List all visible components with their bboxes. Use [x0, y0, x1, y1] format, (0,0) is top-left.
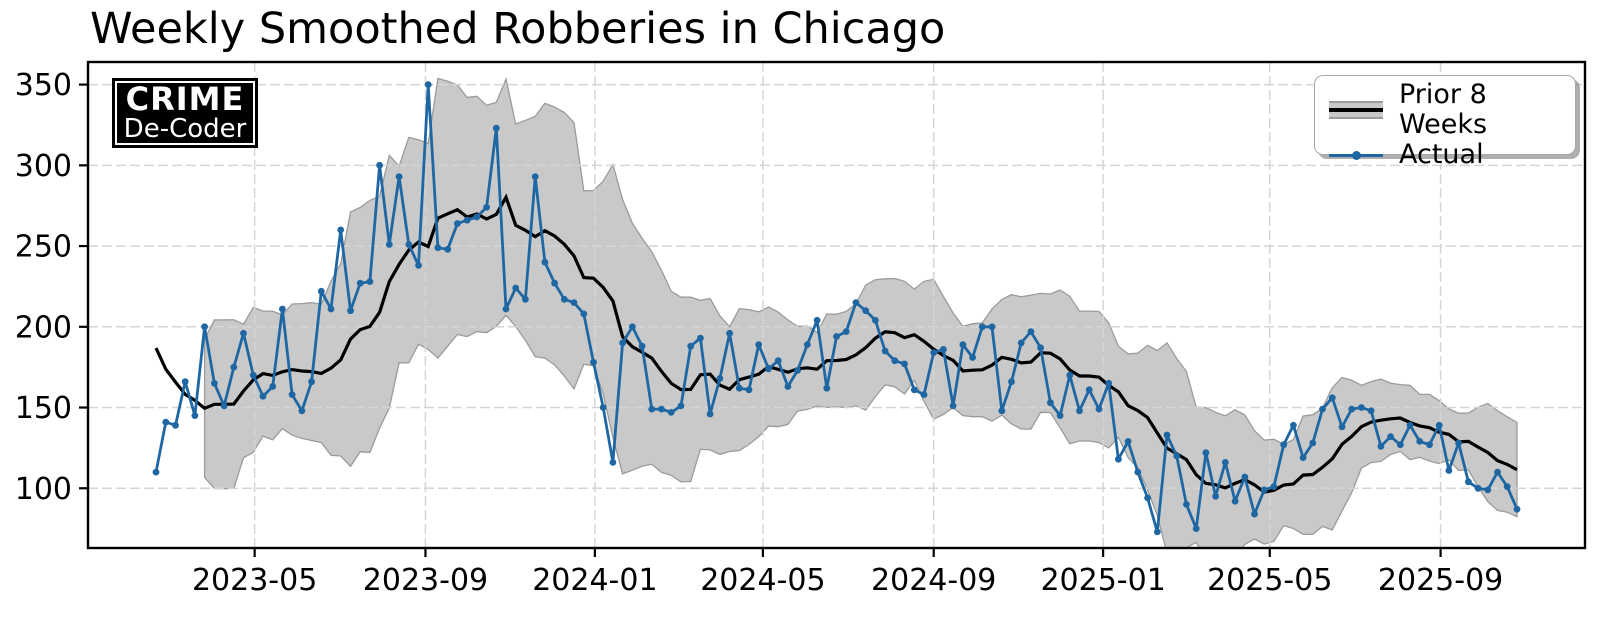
crime-decoder-logo: CRIME De-Coder — [112, 78, 258, 148]
svg-text:2025-01: 2025-01 — [1040, 563, 1165, 598]
logo-text-decoder: De-Coder — [123, 114, 247, 144]
legend: Prior 8 Weeks Actual — [1314, 75, 1576, 170]
legend-entry-actual: Actual — [1329, 140, 1561, 170]
legend-entry-prior-8-weeks: Prior 8 Weeks — [1329, 80, 1561, 140]
legend-label-actual: Actual — [1399, 139, 1484, 170]
legend-band-swatch — [1329, 101, 1383, 119]
svg-text:200: 200 — [15, 310, 72, 345]
svg-text:150: 150 — [15, 391, 72, 426]
svg-text:2025-09: 2025-09 — [1378, 563, 1503, 598]
svg-text:100: 100 — [15, 472, 72, 507]
legend-actual-swatch — [1329, 146, 1383, 164]
svg-text:2023-09: 2023-09 — [363, 563, 488, 598]
svg-text:2024-01: 2024-01 — [532, 563, 657, 598]
svg-text:350: 350 — [15, 68, 72, 103]
svg-text:2024-09: 2024-09 — [871, 563, 996, 598]
logo-text-crime: CRIME — [125, 80, 245, 118]
crime-decoder-logo-frame: CRIME De-Coder — [115, 81, 255, 145]
svg-text:300: 300 — [15, 149, 72, 184]
svg-text:250: 250 — [15, 230, 72, 265]
chart-title: Weekly Smoothed Robberies in Chicago — [90, 4, 946, 54]
svg-text:2024-05: 2024-05 — [700, 563, 825, 598]
svg-text:2023-05: 2023-05 — [192, 563, 317, 598]
legend-label-prior-8-weeks: Prior 8 Weeks — [1399, 79, 1488, 140]
svg-text:2025-05: 2025-05 — [1207, 563, 1332, 598]
